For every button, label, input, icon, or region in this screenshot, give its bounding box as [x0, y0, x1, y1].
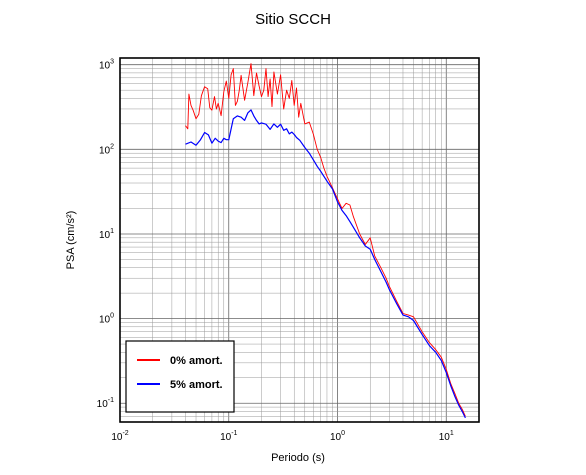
grid-lines — [119, 58, 480, 423]
series-line-1 — [185, 109, 466, 419]
series-layer — [185, 63, 466, 419]
x-axis-ticks: 10-2 10-1 100 101 — [111, 430, 454, 443]
x-tick-label: 101 — [439, 430, 454, 443]
x-tick-label: 100 — [330, 430, 345, 443]
plot-frame — [119, 57, 480, 423]
y-axis-label: PSA (cm/s²) — [65, 211, 77, 270]
x-axis-label: Periodo (s) — [271, 452, 325, 464]
y-tick-label: 102 — [99, 143, 114, 156]
series-line-0 — [185, 63, 466, 417]
plot-border — [119, 57, 480, 423]
chart-title: Sitio SCCH — [255, 11, 331, 28]
y-tick-label: 10-1 — [97, 397, 114, 410]
y-tick-label: 103 — [99, 59, 114, 72]
legend-label-0: 0% amort. — [170, 355, 223, 367]
x-tick-label: 10-1 — [220, 430, 237, 443]
legend-box — [125, 340, 235, 413]
legend-label-1: 5% amort. — [170, 379, 223, 391]
legend: 0% amort. 5% amort. — [125, 340, 235, 413]
y-tick-label: 101 — [99, 228, 114, 241]
y-axis-ticks: 10-1 100 101 102 103 — [97, 59, 114, 411]
y-tick-label: 100 — [99, 313, 114, 326]
x-tick-label: 10-2 — [111, 430, 128, 443]
